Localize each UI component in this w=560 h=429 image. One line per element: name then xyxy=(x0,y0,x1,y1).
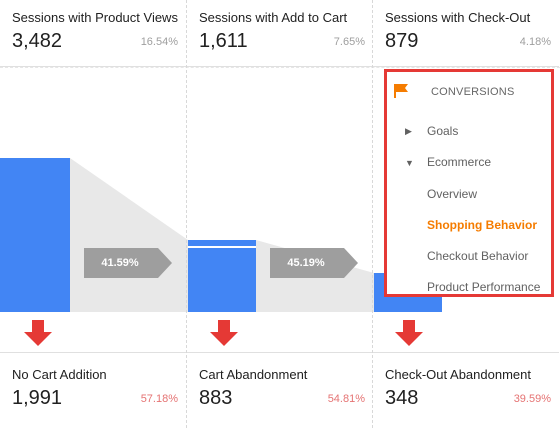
dropoff-label: No Cart Addition xyxy=(12,367,107,382)
metric-label: Sessions with Add to Cart xyxy=(199,10,348,25)
caret-down-icon: ▼ xyxy=(405,158,414,168)
metric-label: Sessions with Product Views xyxy=(12,10,178,25)
menu-item-checkout-behavior[interactable]: Checkout Behavior xyxy=(427,249,529,263)
conversions-section-header[interactable]: CONVERSIONS xyxy=(393,82,549,102)
dropoff-footer: No Cart Addition 1,991 57.18% xyxy=(0,352,186,429)
metric-label: Sessions with Check-Out xyxy=(385,10,531,25)
dropoff-percent: 39.59% xyxy=(513,393,551,405)
metric-value: 1,611 xyxy=(199,30,248,52)
flow-tag-1-label: 41.59% xyxy=(101,257,139,269)
dropoff-footer: Check-Out Abandonment 348 39.59% xyxy=(373,352,559,429)
dropoff-label: Check-Out Abandonment xyxy=(385,367,531,382)
metric-percent: 7.65% xyxy=(333,36,365,48)
dropoff-value: 348 xyxy=(385,387,419,409)
metric-header: Sessions with Add to Cart 1,611 7.65% xyxy=(187,0,373,67)
metric-percent: 16.54% xyxy=(140,36,178,48)
menu-item-shopping-behavior[interactable]: Shopping Behavior xyxy=(427,218,538,232)
dropoff-percent: 54.81% xyxy=(327,393,365,405)
caret-right-icon: ▶ xyxy=(405,126,412,136)
metric-header: Sessions with Check-Out 879 4.18% xyxy=(373,0,559,67)
bar-add-to-cart[interactable] xyxy=(188,248,256,312)
menu-item-ecommerce[interactable]: Ecommerce xyxy=(427,155,492,169)
dropoff-value: 883 xyxy=(199,387,233,409)
dropoff-footer: Cart Abandonment 883 54.81% xyxy=(187,352,373,429)
metric-value: 3,482 xyxy=(12,30,63,52)
flow-tag-2-label: 45.19% xyxy=(287,257,325,269)
flow-tag-2: 45.19% xyxy=(270,248,360,283)
conversions-section-title: CONVERSIONS xyxy=(431,86,515,98)
flow-tag-1: 41.59% xyxy=(84,248,174,283)
metric-header: Sessions with Product Views 3,482 16.54% xyxy=(0,0,186,67)
funnel-column-product-views: Sessions with Product Views 3,482 16.54%… xyxy=(0,0,186,428)
down-arrow-icon xyxy=(24,320,52,346)
funnel-column-check-out: Sessions with Check-Out 879 4.18% Check-… xyxy=(372,0,559,428)
bar-add-to-cart-cap xyxy=(188,240,256,246)
dropoff-label: Cart Abandonment xyxy=(199,367,308,382)
menu-item-product-performance[interactable]: Product Performance xyxy=(427,280,541,294)
conversions-nav-menu: CONVERSIONS ▶ Goals ▼ Ecommerce Overview… xyxy=(384,69,554,297)
funnel-chart: 41.59% 45.19% xyxy=(0,67,560,352)
menu-item-overview[interactable]: Overview xyxy=(427,187,478,201)
metric-value: 879 xyxy=(385,30,419,52)
menu-item-goals[interactable]: Goals xyxy=(427,124,459,138)
down-arrow-icon xyxy=(395,320,423,346)
dropoff-value: 1,991 xyxy=(12,387,63,409)
bar-product-views[interactable] xyxy=(0,158,70,312)
metric-percent: 4.18% xyxy=(519,36,551,48)
flag-icon xyxy=(394,84,408,98)
down-arrow-icon xyxy=(210,320,238,346)
funnel-column-add-to-cart: Sessions with Add to Cart 1,611 7.65% Ca… xyxy=(186,0,373,428)
dropoff-percent: 57.18% xyxy=(140,393,178,405)
